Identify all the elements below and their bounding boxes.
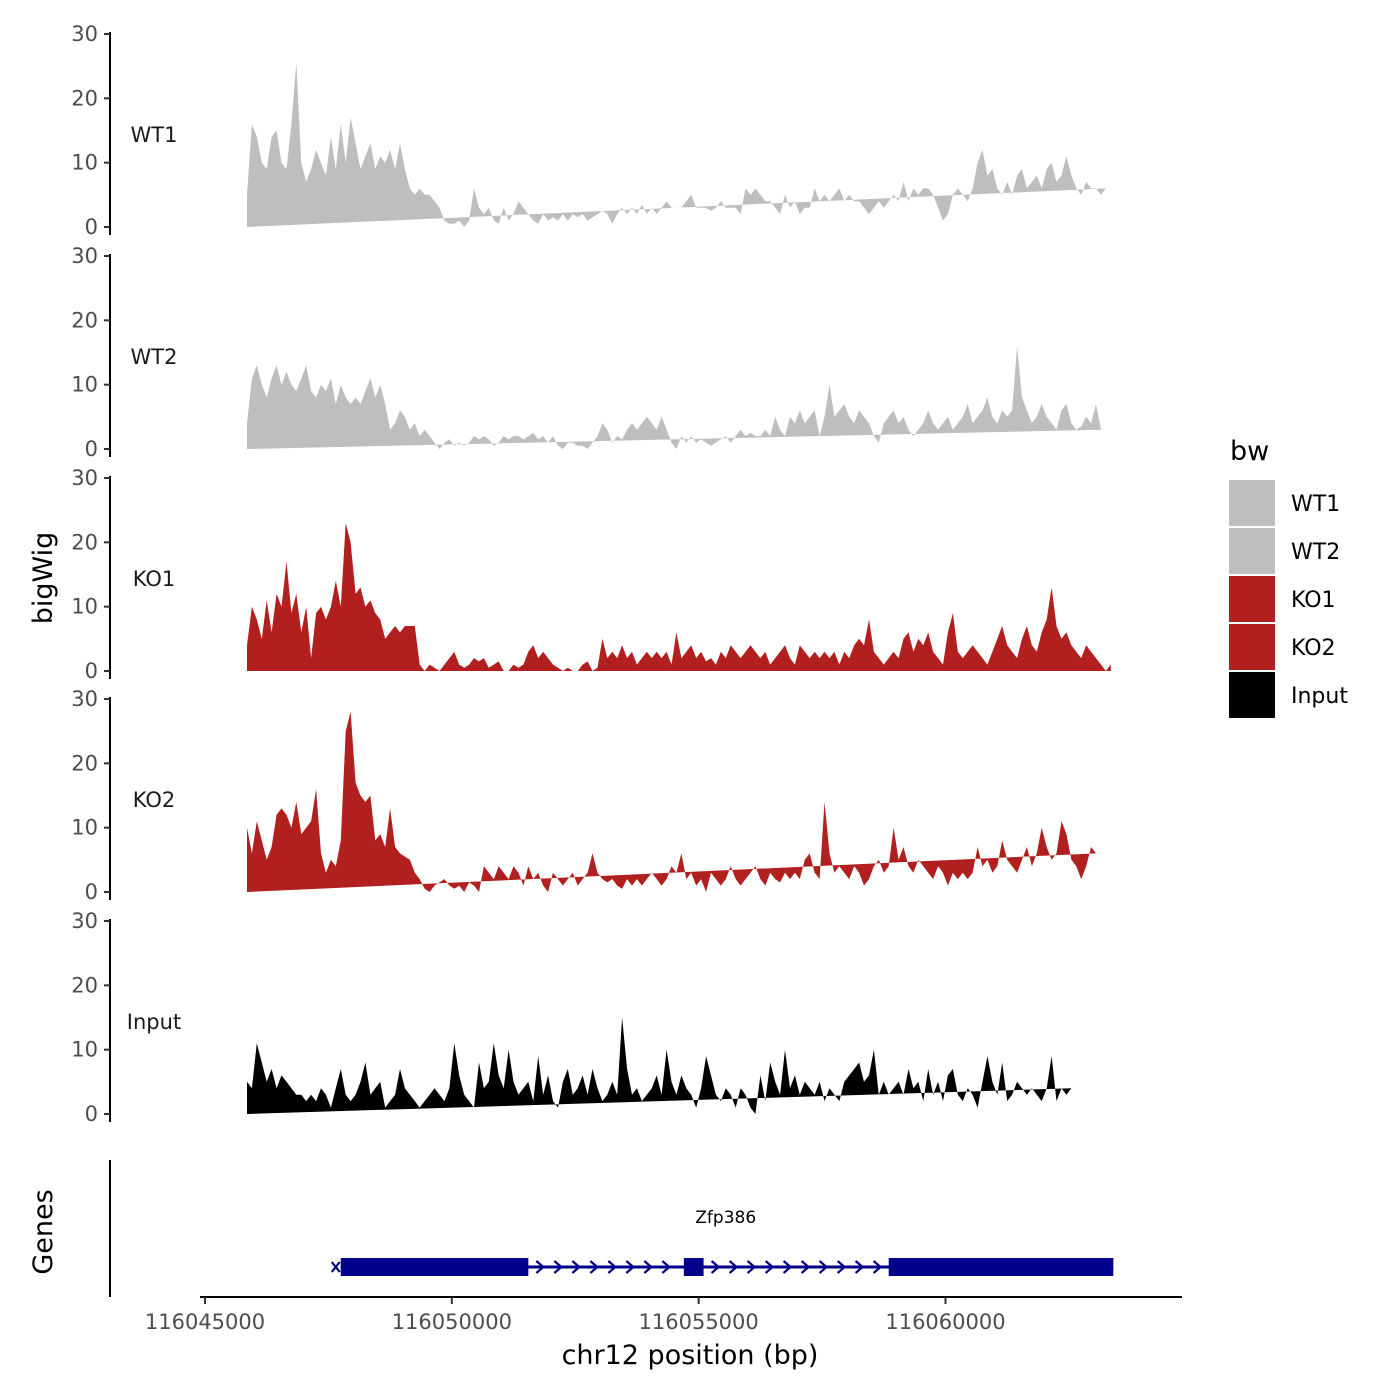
- track-label-wt2: WT2: [131, 345, 178, 369]
- x-tick-label: 116055000: [639, 1310, 759, 1334]
- exon-1: [340, 1258, 529, 1276]
- legend-label-input: Input: [1291, 684, 1348, 709]
- strand-arrow: [818, 1260, 829, 1274]
- strand-arrow: [553, 1260, 564, 1274]
- strand-arrow: [854, 1260, 865, 1274]
- y-axis-title: bigWig: [28, 532, 59, 625]
- x-axis-title: chr12 position (bp): [562, 1340, 819, 1371]
- strand-arrow: [782, 1260, 793, 1274]
- y-tick-label: 10: [71, 151, 98, 175]
- legend-key-input: [1229, 672, 1275, 718]
- track-area-wt1: [247, 63, 1106, 227]
- track-label-wt1: WT1: [131, 123, 178, 147]
- legend-label-wt2: WT2: [1291, 540, 1340, 565]
- x-axis: 116045000 116050000 116055000 116060000: [145, 1296, 1182, 1334]
- strand-arrow: [800, 1260, 811, 1274]
- y-tick-label: 0: [85, 215, 98, 239]
- genes-axis-title: Genes: [28, 1189, 59, 1274]
- track-label-ko1: KO1: [133, 567, 176, 591]
- strand-arrow: [710, 1260, 721, 1274]
- tracks-layer: 0 10 20 30 WT1 0 10 20 30 WT2 0 10 20 30 KO1 0 10 20 30 KO2…: [71, 22, 1111, 1126]
- strand-arrow: [625, 1260, 636, 1274]
- strand-arrow: [836, 1260, 847, 1274]
- track-area-ko2: [247, 711, 1096, 892]
- track-label-input: Input: [127, 1010, 181, 1034]
- track-label-ko2: KO2: [133, 788, 176, 812]
- gene-track: Zfp386: [109, 1160, 1114, 1297]
- strand-arrow: [589, 1260, 600, 1274]
- y-tick-label: 20: [71, 751, 98, 775]
- y-tick-label: 0: [85, 659, 98, 683]
- y-tick-label: 20: [71, 308, 98, 332]
- y-tick-label: 20: [71, 86, 98, 110]
- legend-key-ko2: [1229, 624, 1275, 670]
- track-area-input: [247, 1017, 1072, 1114]
- y-tick-label: 10: [71, 373, 98, 397]
- gene-label: Zfp386: [695, 1208, 756, 1228]
- track-ko2: 0 10 20 30 KO2: [71, 687, 1096, 904]
- legend: bw WT1 WT2 KO1 KO2 Input: [1229, 436, 1348, 718]
- y-tick-label: 30: [71, 22, 98, 46]
- track-ko1: 0 10 20 30 KO1: [71, 466, 1111, 683]
- y-tick-label: 0: [85, 437, 98, 461]
- legend-label-ko2: KO2: [1291, 636, 1336, 661]
- y-tick-label: 10: [71, 816, 98, 840]
- y-tick-label: 20: [71, 530, 98, 554]
- track-wt1: 0 10 20 30 WT1: [71, 22, 1106, 239]
- y-tick-label: 30: [71, 909, 98, 933]
- x-tick-label: 116050000: [392, 1310, 512, 1334]
- y-tick-label: 20: [71, 973, 98, 997]
- y-tick-label: 10: [71, 595, 98, 619]
- strand-arrow: [661, 1260, 672, 1274]
- x-tick-label: 116060000: [885, 1310, 1005, 1334]
- legend-title: bw: [1230, 436, 1269, 467]
- track-area-ko1: [247, 523, 1111, 671]
- exon-2: [683, 1258, 704, 1276]
- y-tick-label: 10: [71, 1038, 98, 1062]
- strand-arrow: [643, 1260, 654, 1274]
- y-tick-label: 30: [71, 244, 98, 268]
- legend-label-ko1: KO1: [1291, 588, 1336, 613]
- legend-label-wt1: WT1: [1291, 492, 1340, 517]
- strand-arrow: [746, 1260, 757, 1274]
- gene-start-marker: [330, 1261, 341, 1273]
- legend-key-ko1: [1229, 576, 1275, 622]
- exon-3: [888, 1258, 1114, 1276]
- y-tick-label: 30: [71, 466, 98, 490]
- y-tick-label: 0: [85, 1102, 98, 1126]
- track-input: 0 10 20 30 Input: [71, 909, 1072, 1126]
- x-tick-label: 116045000: [145, 1310, 265, 1334]
- strand-arrow: [535, 1260, 546, 1274]
- track-wt2: 0 10 20 30 WT2: [71, 244, 1101, 461]
- y-tick-label: 0: [85, 880, 98, 904]
- strand-arrow: [872, 1260, 883, 1274]
- strand-arrow: [764, 1260, 775, 1274]
- y-tick-label: 30: [71, 687, 98, 711]
- strand-arrow: [728, 1260, 739, 1274]
- track-area-wt2: [247, 346, 1101, 449]
- strand-arrow: [571, 1260, 582, 1274]
- legend-key-wt2: [1229, 528, 1275, 574]
- strand-arrow: [607, 1260, 618, 1274]
- legend-key-wt1: [1229, 480, 1275, 526]
